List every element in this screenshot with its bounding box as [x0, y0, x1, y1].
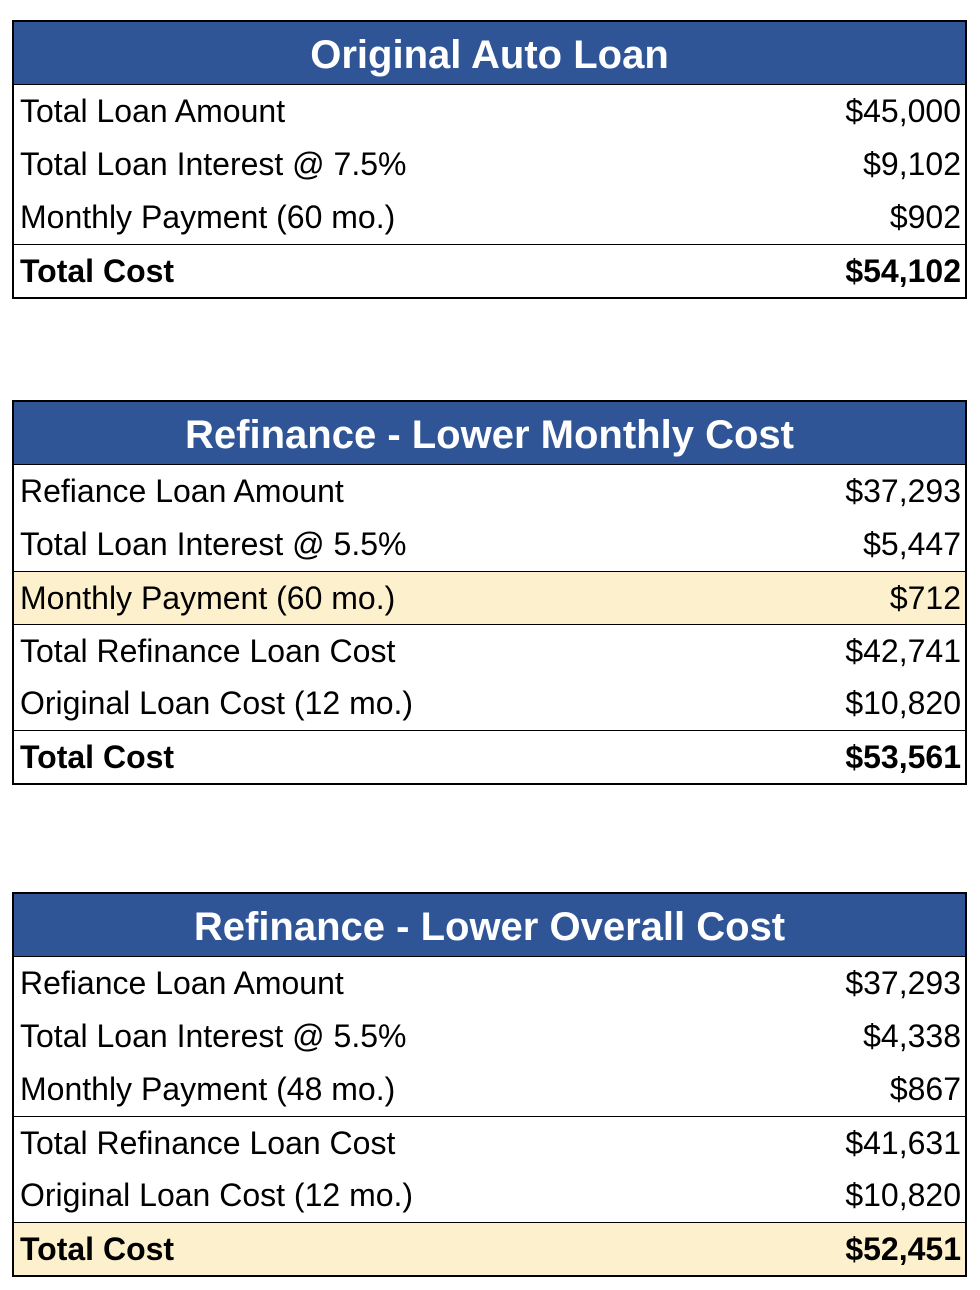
table-row: Original Loan Cost (12 mo.) $10,820 [14, 677, 965, 730]
table-row: Total Loan Amount $45,000 [14, 85, 965, 138]
loan-table: Refinance - Lower Monthly Cost Refiance L… [12, 400, 967, 785]
row-value: $37,293 [845, 473, 961, 509]
table-row: Total Refinance Loan Cost $41,631 [14, 1116, 965, 1169]
row-label: Total Refinance Loan Cost [20, 632, 396, 669]
row-value: $5,447 [863, 526, 961, 562]
table-row: Monthly Payment (60 mo.) $712 [14, 571, 965, 624]
row-value: $10,820 [845, 1177, 961, 1213]
row-label: Monthly Payment (60 mo.) [20, 579, 396, 616]
row-label: Total Cost [20, 738, 175, 775]
table-row: Total Loan Interest @ 7.5% $9,102 [14, 138, 965, 191]
table-row: Total Cost $52,451 [14, 1222, 965, 1275]
table-row: Total Cost $54,102 [14, 244, 965, 297]
row-value: $9,102 [863, 146, 961, 182]
row-value: $54,102 [845, 252, 961, 289]
row-value: $53,561 [845, 738, 961, 775]
table-title: Original Auto Loan [14, 22, 965, 85]
loan-table: Original Auto Loan Total Loan Amount $45,0… [12, 20, 967, 299]
row-value: $867 [889, 1071, 961, 1107]
row-value: $902 [889, 199, 961, 235]
loan-table: Refinance - Lower Overall Cost Refiance L… [12, 892, 967, 1277]
row-value: $41,631 [845, 1124, 961, 1161]
row-label: Total Cost [20, 1230, 175, 1267]
table-row: Monthly Payment (48 mo.) $867 [14, 1063, 965, 1116]
row-value: $712 [889, 579, 961, 616]
row-label: Original Loan Cost (12 mo.) [20, 1177, 414, 1213]
row-label: Total Refinance Loan Cost [20, 1124, 396, 1161]
row-value: $37,293 [845, 965, 961, 1001]
table-row: Refiance Loan Amount $37,293 [14, 465, 965, 518]
table-row: Total Loan Interest @ 5.5% $4,338 [14, 1010, 965, 1063]
row-label: Total Loan Interest @ 5.5% [20, 1018, 407, 1054]
row-label: Refiance Loan Amount [20, 965, 344, 1001]
row-label: Total Loan Amount [20, 93, 286, 129]
row-value: $10,820 [845, 685, 961, 721]
row-label: Refiance Loan Amount [20, 473, 344, 509]
table-row: Total Refinance Loan Cost $42,741 [14, 624, 965, 677]
table-row: Total Cost $53,561 [14, 730, 965, 783]
table-row: Refiance Loan Amount $37,293 [14, 957, 965, 1010]
row-label: Original Loan Cost (12 mo.) [20, 685, 414, 721]
row-value: $52,451 [845, 1230, 961, 1267]
table-title: Refinance - Lower Monthly Cost [14, 402, 965, 465]
row-label: Total Loan Interest @ 5.5% [20, 526, 407, 562]
table-row: Monthly Payment (60 mo.) $902 [14, 191, 965, 244]
table-row: Original Loan Cost (12 mo.) $10,820 [14, 1169, 965, 1222]
row-value: $42,741 [845, 632, 961, 669]
row-value: $4,338 [863, 1018, 961, 1054]
row-label: Total Loan Interest @ 7.5% [20, 146, 407, 182]
row-label: Total Cost [20, 252, 175, 289]
table-title: Refinance - Lower Overall Cost [14, 894, 965, 957]
row-label: Monthly Payment (48 mo.) [20, 1071, 396, 1107]
row-value: $45,000 [845, 93, 961, 129]
table-row: Total Loan Interest @ 5.5% $5,447 [14, 518, 965, 571]
row-label: Monthly Payment (60 mo.) [20, 199, 396, 235]
